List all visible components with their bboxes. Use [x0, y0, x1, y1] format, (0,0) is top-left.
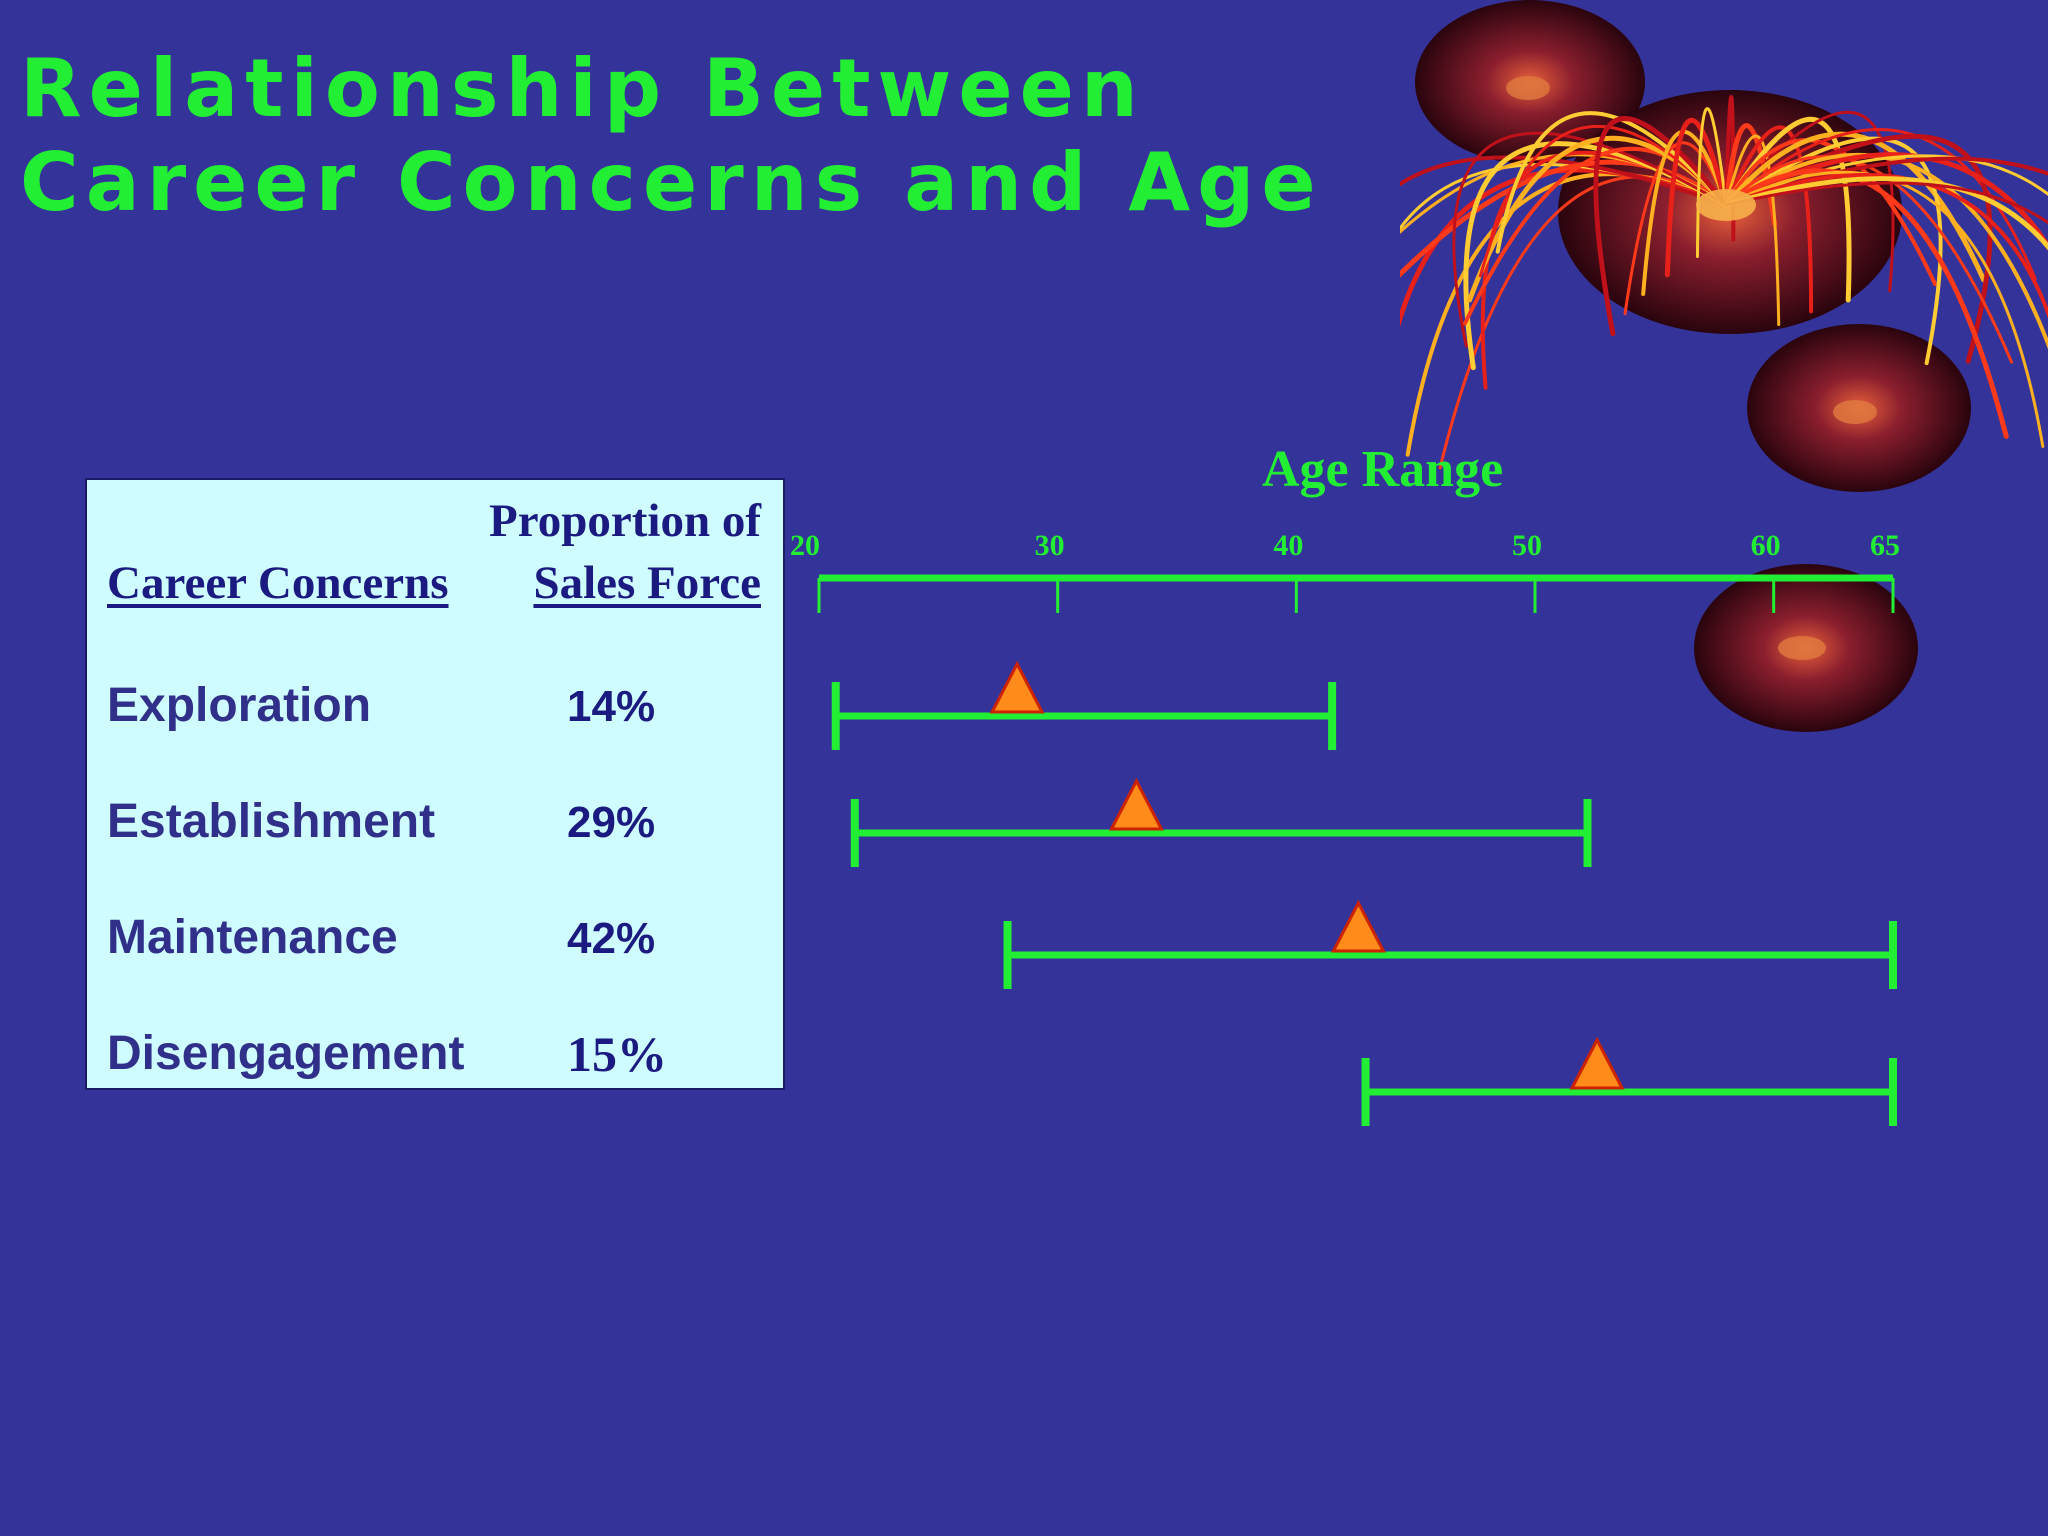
firework-ray: [1724, 134, 1781, 326]
marker-triangle-establishment: [1108, 777, 1164, 831]
row-value-establishment: 29%: [567, 798, 656, 847]
firework-ray: [1623, 141, 1728, 316]
firework-ray: [1478, 124, 1728, 278]
header-career-concerns: Career Concerns: [107, 557, 449, 609]
firework-ray: [1724, 128, 2037, 281]
firework-ray: [1664, 117, 1729, 278]
x-tick-label-20: 20: [790, 529, 820, 562]
slide-title: Relationship Between Career Concerns and…: [20, 42, 1323, 230]
title-line-2: Career Concerns and Age: [20, 136, 1323, 229]
firework-ray: [1723, 117, 1852, 303]
firework-ray: [1723, 168, 2009, 439]
marker-triangle-disengagement: [1569, 1036, 1625, 1090]
title-line-1: Relationship Between: [20, 42, 1145, 135]
firework-ray: [1724, 181, 2048, 225]
x-tick-label-65: 65: [1870, 529, 1900, 562]
row-label-maintenance: Maintenance: [107, 911, 398, 964]
firework-ray: [1724, 125, 1814, 314]
firework-ray: [1724, 138, 1938, 287]
row-value-exploration: 14%: [567, 682, 656, 731]
header-proportion: Proportion of: [489, 495, 761, 547]
marker-triangle-maintenance: [1330, 899, 1386, 953]
firework-ray: [1724, 173, 2048, 319]
age-range-axis-title: Age Range: [1262, 441, 1504, 498]
firework-ray: [1495, 111, 1728, 254]
firework-ray: [1724, 155, 2014, 364]
marker-triangle-exploration: [989, 660, 1045, 714]
row-label-establishment: Establishment: [107, 795, 436, 848]
firework-ray: [1463, 141, 1729, 371]
firework-ray: [1724, 136, 1943, 366]
firework-ray: [1641, 129, 1728, 296]
firework-ray: [1724, 170, 2045, 448]
row-label-exploration: Exploration: [107, 679, 372, 732]
firework-ray: [1452, 131, 1728, 348]
fireworks-decoration-icon: [1400, 0, 2048, 732]
firework-ray: [1695, 107, 1728, 258]
x-tick-label-50: 50: [1512, 529, 1542, 562]
firework-ray: [1724, 110, 1895, 293]
firework-ray: [1723, 176, 2048, 251]
firework-ray: [1400, 155, 1728, 207]
firework-ray: [1724, 153, 2048, 350]
career-concerns-table: Proportion of Career Concerns Sales Forc…: [85, 478, 785, 1090]
row-value-disengagement: 15%: [567, 1026, 667, 1082]
x-tick-label-40: 40: [1273, 529, 1303, 562]
firework-ray: [1593, 116, 1729, 337]
row-label-disengagement: Disengagement: [107, 1027, 465, 1080]
row-value-maintenance: 42%: [567, 914, 656, 963]
x-tick-label-60: 60: [1751, 529, 1781, 562]
header-sales-force: Sales Force: [533, 557, 761, 609]
x-tick-label-30: 30: [1035, 529, 1065, 562]
